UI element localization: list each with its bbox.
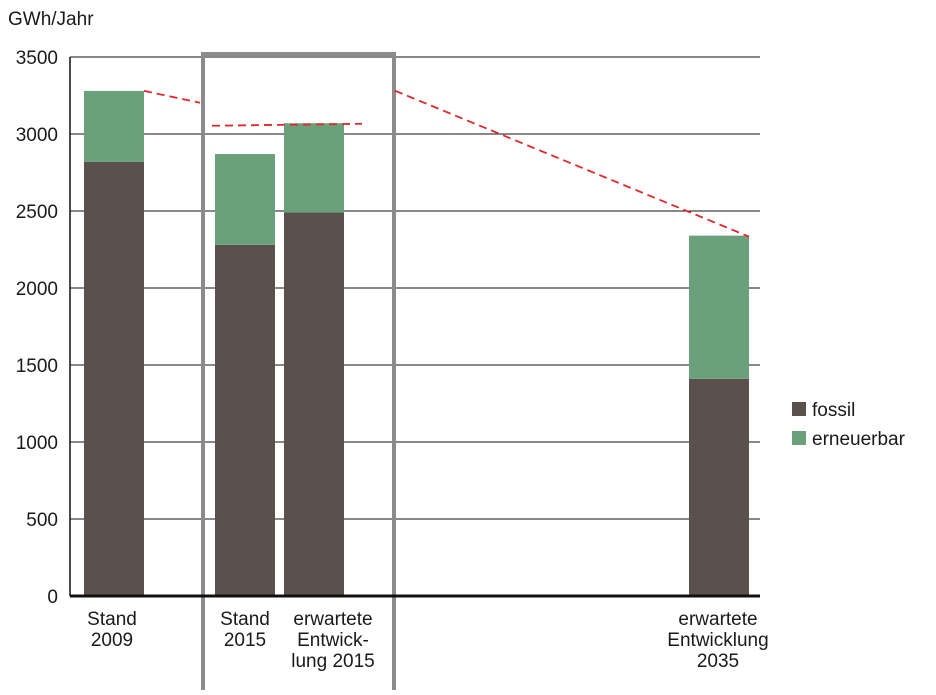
y-tick-label: 2000 [16,279,58,300]
category-label: Stand 2015 [220,609,270,651]
y-tick-label: 3500 [16,48,58,69]
category-label-line: 2015 [224,630,266,651]
legend-swatch-erneuerbar [792,431,806,445]
axes [69,57,760,598]
y-axis-label: GWh/Jahr [8,9,94,30]
bar-erneuerbar [84,90,144,162]
category-label-line: Stand [220,609,270,630]
highlight-frame [201,52,396,690]
category-label-line: erwartete [293,609,372,630]
trend-line [143,89,201,104]
y-tick-label: 0 [47,587,58,608]
category-label-line: Entwicklung [667,630,768,651]
legend: fossil erneuerbar [792,400,906,450]
bar-erneuerbar [215,154,275,245]
category-label-line: erwartete [678,609,757,630]
bar-fossil [689,378,749,596]
bar-fossil [84,161,144,596]
trend-lines [143,89,750,238]
highlight-box [201,52,396,690]
gridlines [70,56,760,520]
y-tick-label: 2500 [16,202,58,223]
y-tick-label: 500 [26,510,58,531]
category-label-line: lung 2015 [291,651,374,672]
category-label-line: 2009 [91,630,133,651]
category-label-line: Entwick- [297,630,369,651]
legend-swatch-fossil [792,402,806,416]
y-tick-labels: 0 500 1000 1500 2000 2500 3000 3500 [16,48,58,608]
category-label-line: Stand [87,609,137,630]
category-label: Stand 2009 [87,609,137,651]
category-label: erwartete Entwick-lung 2015 [291,609,374,672]
legend-label-fossil: fossil [812,400,855,421]
trend-line [394,89,750,238]
bar-fossil [215,244,275,596]
bar-erneuerbar [284,123,344,213]
y-tick-label: 1500 [16,356,58,377]
y-tick-label: 3000 [16,125,58,146]
category-label: erwartete Entwicklung 2035 [667,609,768,672]
bar-fossil [284,212,344,597]
bar-erneuerbar [689,235,749,379]
category-label-line: 2035 [697,651,739,672]
bars [84,90,749,597]
legend-label-erneuerbar: erneuerbar [812,429,906,450]
y-tick-label: 1000 [16,433,58,454]
